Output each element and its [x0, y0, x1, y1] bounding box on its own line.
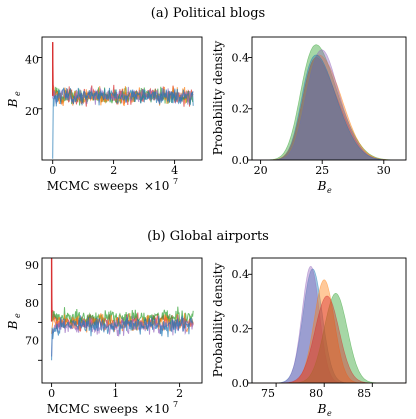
trace-b-xtick-0: 0	[48, 387, 55, 400]
density-a-ticks	[248, 57, 385, 164]
density-b-ytick-0.2: 0.2	[232, 323, 250, 336]
density-a-ytick-0.2: 0.2	[232, 103, 250, 116]
trace-b-ytick-70: 70	[25, 335, 39, 348]
density-series-area	[252, 295, 406, 384]
trace-series-line	[51, 315, 194, 361]
trace-b-ylabel-main: B	[6, 320, 20, 330]
density-a-frame	[251, 36, 407, 161]
trace-b-series	[50, 257, 194, 361]
panel-a-title: (a) Political blogs	[151, 6, 265, 21]
trace-series-line	[52, 87, 194, 159]
trace-a-ticks	[38, 57, 176, 164]
density-plot-b: 0.0 0.2 0.4 75 80 85 B e Probability den…	[211, 257, 407, 418]
trace-a-series	[52, 42, 194, 159]
trace-a-ylabel-sub: e	[13, 91, 22, 96]
density-a-xlabel-sub: e	[327, 186, 332, 195]
density-a-xlabel-main: B	[317, 179, 327, 193]
density-b-xtick-80: 80	[309, 387, 323, 400]
trace-b-xtick-2: 2	[176, 387, 183, 400]
density-b-xtick-75: 75	[261, 387, 275, 400]
density-a-xtick-20: 20	[254, 164, 268, 177]
trace-series-line	[51, 306, 194, 326]
trace-b-ylabel-sub: e	[13, 313, 22, 318]
density-b-xlabel-sub: e	[327, 409, 332, 418]
density-b-xlabel-main: B	[317, 402, 327, 416]
trace-a-frame	[41, 36, 203, 161]
trace-a-xtick-4: 4	[171, 164, 178, 177]
trace-b-xtick-1: 1	[112, 387, 119, 400]
trace-series-line	[51, 315, 194, 357]
trace-b-frame	[41, 257, 203, 384]
trace-a-xtick-2: 2	[110, 164, 117, 177]
trace-b-xscale: ×10	[144, 402, 169, 416]
trace-b-ytick-90: 90	[25, 259, 39, 272]
panel-b-title: (b) Global airports	[147, 229, 269, 244]
density-b-ytick-0.4: 0.4	[232, 268, 250, 281]
density-b-ytick-0.0: 0.0	[232, 377, 250, 390]
trace-b-xlabel: MCMC sweeps	[47, 402, 138, 416]
density-b-series	[252, 265, 406, 384]
density-series-area	[252, 54, 406, 161]
density-plot-a: 0.0 0.2 0.4 20 25 30 B e Probability den…	[211, 36, 407, 195]
trace-b-xscale-exp: 7	[173, 400, 178, 409]
trace-b-ylabel: B e	[6, 313, 22, 330]
density-a-ytick-0.0: 0.0	[232, 154, 250, 167]
density-a-ylabel: Probability density	[211, 40, 225, 155]
density-b-ylabel: Probability density	[211, 262, 225, 377]
density-b-ticks	[248, 273, 373, 387]
density-b-xtick-85: 85	[357, 387, 371, 400]
trace-plot-a: 20 40 0 2 4 MCMC sweeps ×10 7 B e	[6, 36, 203, 193]
trace-a-xscale-exp: 7	[173, 177, 178, 186]
trace-a-xscale: ×10	[144, 179, 169, 193]
trace-b-ticks	[38, 284, 181, 387]
trace-plot-b: 70 80 90 0 1 2 MCMC sweeps ×10 7 B e	[6, 257, 203, 416]
density-a-xtick-30: 30	[377, 164, 391, 177]
trace-b-ytick-80: 80	[25, 297, 39, 310]
trace-a-ylabel-main: B	[6, 98, 20, 108]
density-a-ytick-0.4: 0.4	[232, 51, 250, 64]
trace-a-xtick-0: 0	[49, 164, 56, 177]
density-b-frame	[251, 257, 407, 384]
trace-a-xlabel: MCMC sweeps	[47, 179, 138, 193]
trace-a-ylabel: B e	[6, 91, 22, 108]
density-a-series	[252, 44, 406, 161]
trace-a-ytick-20: 20	[25, 105, 39, 118]
density-a-xtick-25: 25	[315, 164, 329, 177]
trace-a-ytick-40: 40	[25, 54, 39, 67]
